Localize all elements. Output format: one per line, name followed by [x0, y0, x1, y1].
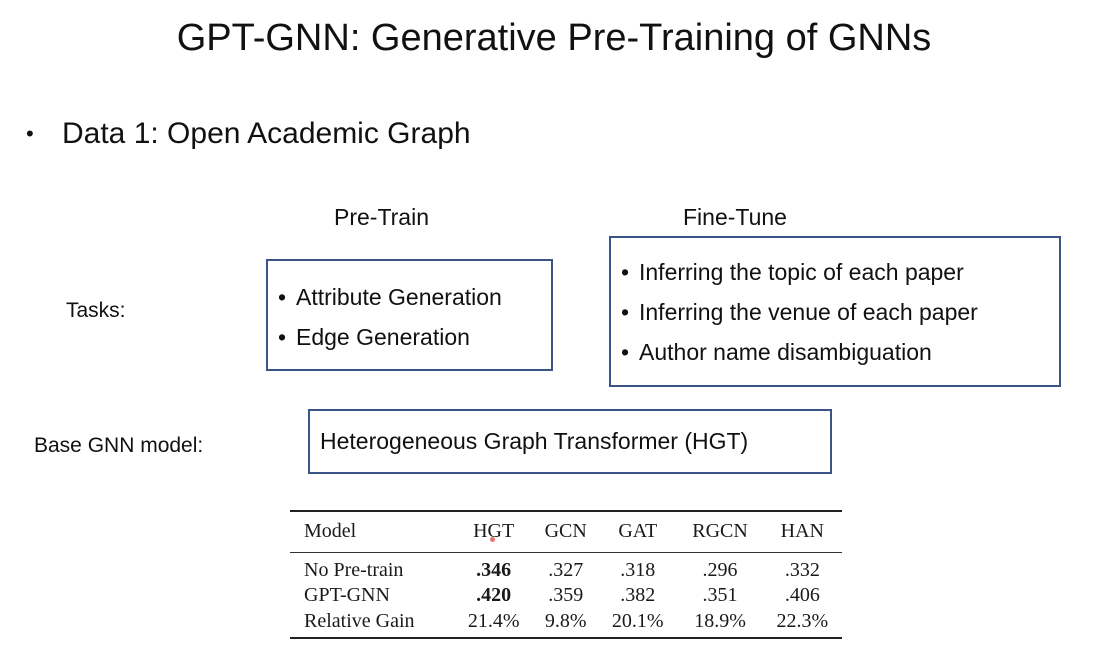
finetune-heading: Fine-Tune: [683, 204, 787, 230]
pretrain-item: • Attribute Generation: [278, 277, 551, 317]
table-cell: .359: [548, 584, 584, 606]
bullet-dot-icon: •: [621, 299, 630, 325]
pretrain-heading: Pre-Train: [334, 204, 429, 230]
bullet-dot-icon: •: [278, 284, 287, 310]
bullet-dot-icon: •: [278, 324, 287, 350]
tasks-label: Tasks:: [66, 299, 126, 322]
table-cell: .351: [702, 584, 738, 606]
table-header-cell: Model: [290, 511, 454, 553]
pretrain-item: • Edge Generation: [278, 317, 551, 357]
table-cell: .327: [548, 558, 584, 581]
table-header-row: Model HGT GCN GAT RGCN HAN: [290, 511, 842, 553]
table-cell: 21.4%: [467, 609, 520, 632]
table-row: GPT-GNN .420 .359 .382 .351 .406: [290, 582, 842, 610]
table-cell: .296: [702, 558, 738, 581]
table-cell: 18.9%: [694, 609, 746, 632]
pointer-cursor-icon: [490, 537, 495, 542]
table-row-label: No Pre-train: [304, 558, 404, 581]
table-cell: .346: [476, 558, 512, 581]
base-model-label: Base GNN model:: [34, 434, 204, 457]
base-model-value: Heterogeneous Graph Transformer (HGT): [320, 428, 749, 454]
bullet-dot-icon: •: [621, 259, 630, 285]
finetune-item: • Inferring the venue of each paper: [621, 292, 1059, 332]
table-cell: .420: [476, 584, 512, 606]
data-bullet: • Data 1: Open Academic Graph: [26, 112, 471, 156]
data-bullet-text: Data 1: Open Academic Graph: [62, 117, 471, 150]
table-cell: .318: [620, 558, 656, 581]
table-header-cell: GCN: [533, 511, 599, 553]
table-cell: .382: [620, 584, 656, 606]
table-cell: .332: [784, 558, 820, 581]
bullet-dot-icon: •: [621, 339, 630, 365]
table-row-label: GPT-GNN: [304, 584, 390, 606]
table-header-cell: RGCN: [677, 511, 763, 553]
bullet-dot-icon: •: [26, 121, 34, 146]
table-row: Relative Gain 21.4% 9.8% 20.1% 18.9% 22.…: [290, 610, 842, 638]
table-cell: 22.3%: [776, 609, 829, 632]
table-cell: .406: [784, 584, 820, 606]
table-cell: 20.1%: [611, 609, 664, 632]
table-row: No Pre-train .346 .327 .318 .296 .332: [290, 552, 842, 582]
base-model-box: Heterogeneous Graph Transformer (HGT): [308, 409, 832, 474]
finetune-item: • Author name disambiguation: [621, 332, 1059, 372]
table-header-cell: GAT: [598, 511, 678, 553]
table-header-cell: HGT: [454, 511, 534, 553]
finetune-box: • Inferring the topic of each paper • Infe…: [609, 236, 1061, 387]
finetune-item: • Inferring the topic of each paper: [621, 252, 1059, 292]
table-header-cell: HAN: [762, 511, 842, 553]
table-row-label: Relative Gain: [304, 609, 415, 632]
results-table: Model HGT GCN GAT RGCN HAN No Pre-train …: [290, 510, 842, 639]
table-cell: 9.8%: [544, 609, 587, 632]
slide-title: GPT-GNN: Generative Pre-Training of GNNs: [176, 17, 932, 59]
pretrain-box: • Attribute Generation • Edge Generation: [266, 259, 553, 371]
